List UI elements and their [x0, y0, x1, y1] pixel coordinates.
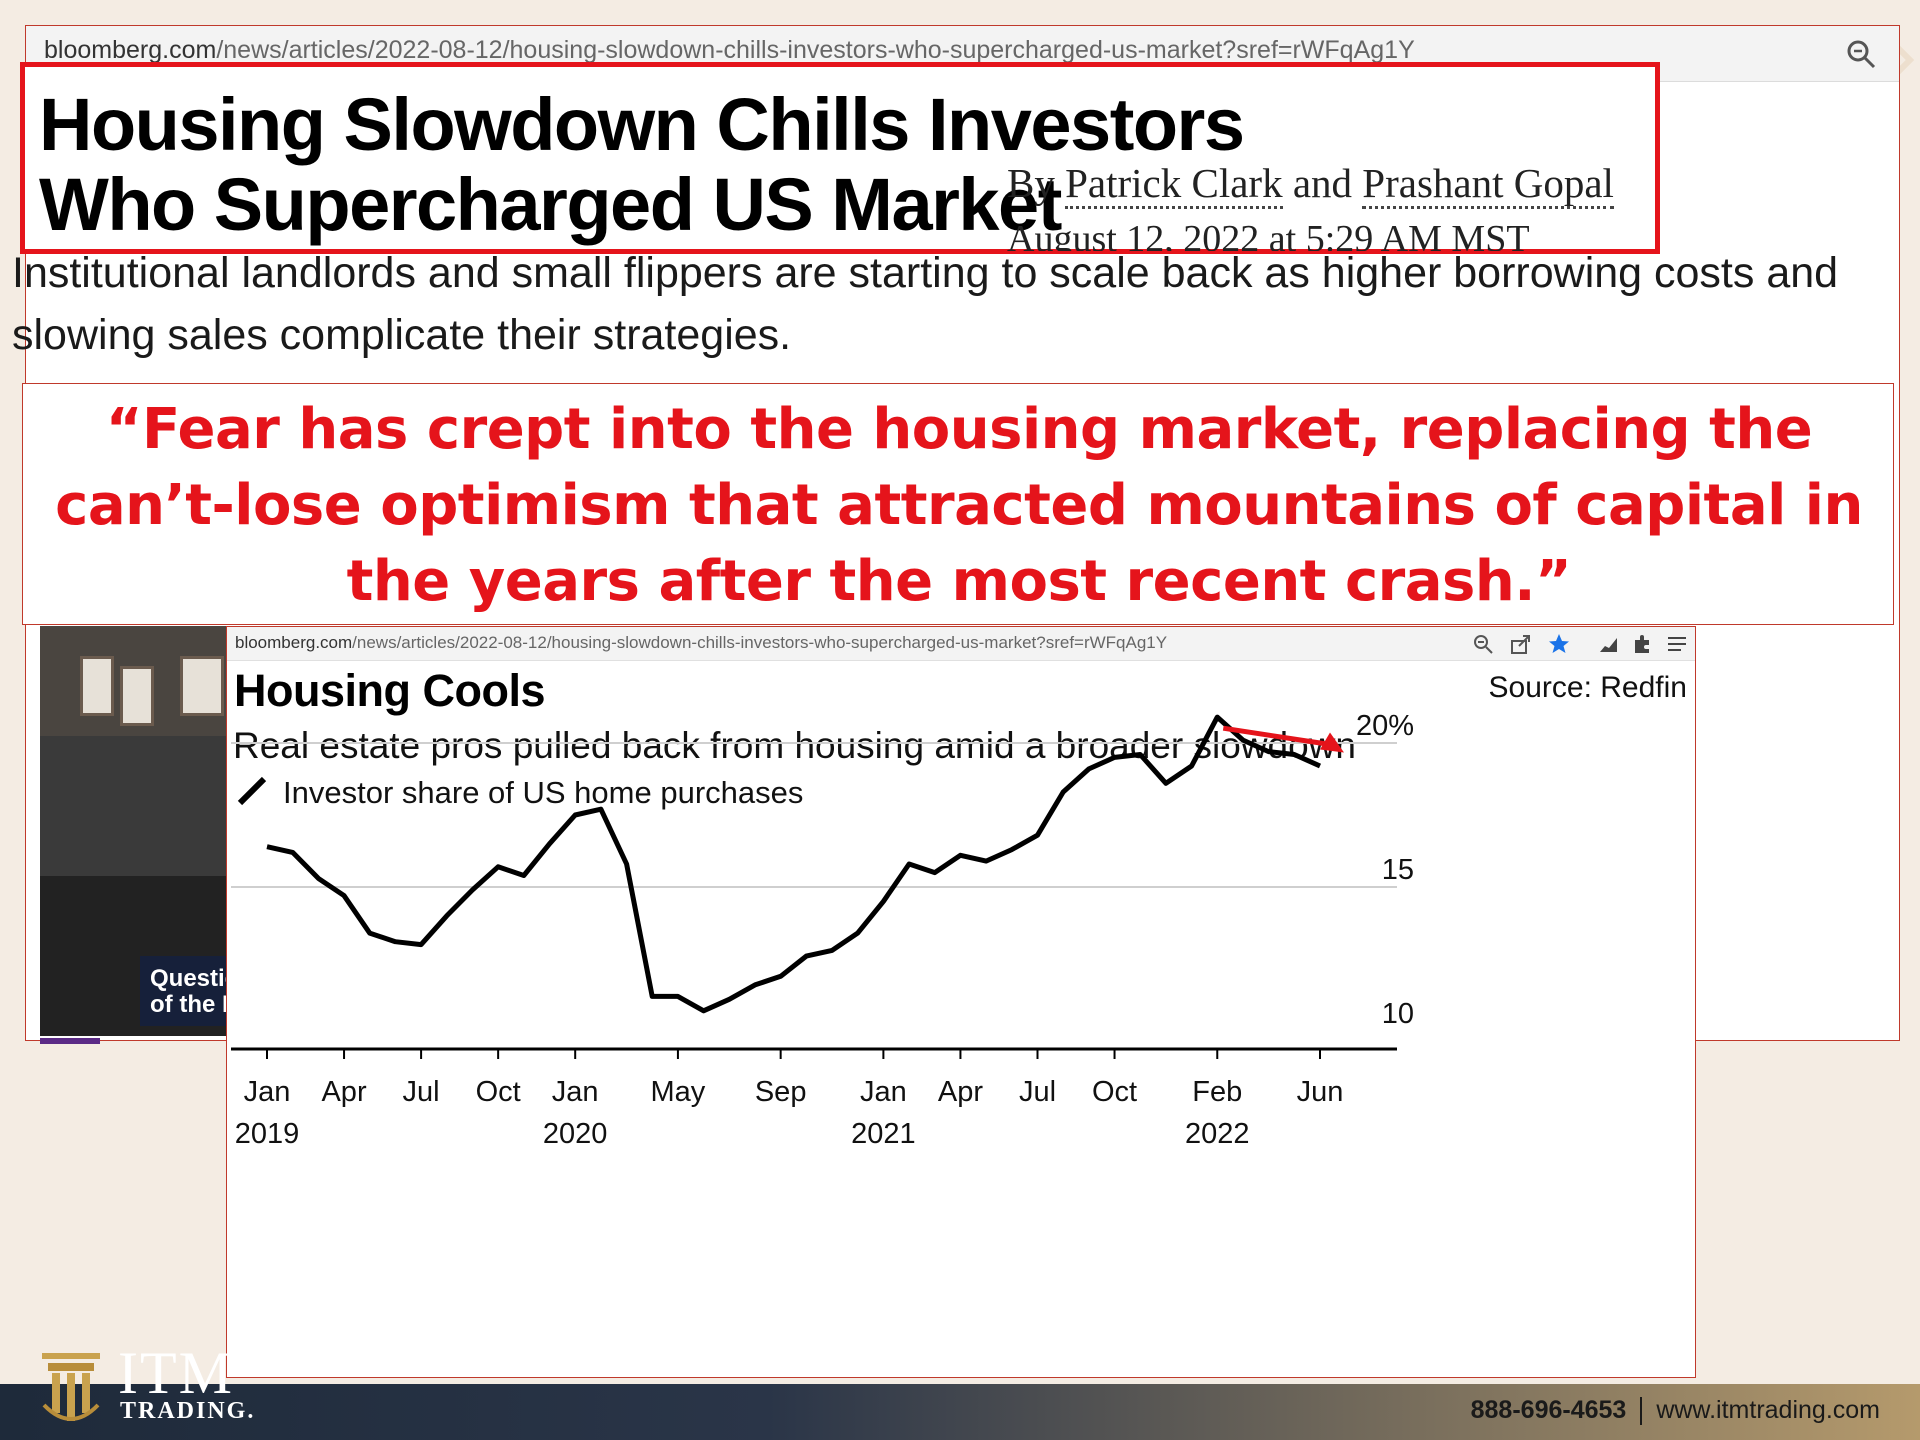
video-caption: Questio of the D	[140, 956, 240, 1026]
chart-address-bar[interactable]: bloomberg.com/news/articles/2022-08-12/h…	[227, 627, 1695, 661]
line-chart: 10 15 20% Jan 2019 Apr Jul Oct Jan 2020 May Sep Jan 2…	[231, 710, 1414, 1150]
chart-address-url[interactable]: bloomberg.com/news/articles/2022-08-12/h…	[235, 633, 1168, 652]
annotation-arrowhead	[1320, 732, 1344, 753]
x-tick-label: Jul	[403, 1076, 440, 1108]
footer-divider	[1640, 1397, 1643, 1426]
x-tick-label: Jan	[860, 1076, 907, 1108]
website-link[interactable]: www.itmtrading.com	[1656, 1396, 1880, 1424]
x-tick-label: Oct	[476, 1076, 521, 1108]
chart-subtitle: Real estate pros pulled back from housin…	[233, 725, 1356, 766]
x-tick-label: Jun	[1297, 1076, 1344, 1108]
star-icon[interactable]	[1547, 632, 1571, 656]
chart-legend: Investor share of US home purchases	[233, 775, 803, 811]
x-tick-year-label: 2020	[543, 1118, 608, 1150]
chart-title: Housing Cools	[234, 665, 545, 716]
annotation-arrow	[1222, 725, 1331, 747]
x-tick-year-label: 2019	[235, 1118, 300, 1150]
chart-icon[interactable]	[1597, 632, 1621, 656]
author-link[interactable]: Patrick Clark	[1065, 160, 1283, 209]
footer-contact: 888-696-4653 www.itmtrading.com	[1470, 1396, 1880, 1426]
itm-logo-icon	[42, 1353, 100, 1421]
y-tick-label: 15	[1382, 854, 1414, 886]
photo-frame	[180, 656, 224, 716]
x-tick-label: Apr	[938, 1076, 983, 1108]
menu-icon[interactable]	[1665, 632, 1689, 656]
x-tick-label: Sep	[755, 1076, 807, 1108]
pull-quote: “Fear has crept into the housing market,…	[55, 397, 1863, 614]
photo-frame	[80, 656, 114, 716]
logo-name: ITM	[118, 1340, 234, 1406]
legend-label: Investor share of US home purchases	[283, 775, 804, 810]
share-icon[interactable]	[1509, 632, 1533, 656]
extension-icon[interactable]	[1631, 632, 1655, 656]
headline: Housing Slowdown Chills Investors Who Su…	[39, 83, 1245, 246]
address-url[interactable]: bloomberg.com/news/articles/2022-08-12/h…	[44, 36, 1415, 64]
photo-frame	[120, 666, 154, 726]
x-tick-label: Jan	[244, 1076, 291, 1108]
zoom-icon[interactable]	[1471, 632, 1495, 656]
y-tick-label: 20%	[1356, 710, 1414, 742]
headline-highlight: Housing Slowdown Chills Investors Who Su…	[20, 62, 1660, 254]
zoom-icon[interactable]	[1845, 38, 1877, 70]
x-tick-label: Oct	[1092, 1076, 1137, 1108]
byline: By Patrick Clark and Prashant Gopal	[1007, 159, 1614, 209]
y-tick-label: 10	[1382, 998, 1414, 1030]
x-tick-year-label: 2021	[851, 1118, 916, 1150]
logo-sub: TRADING.	[120, 1398, 256, 1424]
phone-number[interactable]: 888-696-4653	[1470, 1396, 1627, 1424]
article-dek: Institutional landlords and small flippe…	[12, 249, 1839, 359]
video-progress	[40, 1038, 100, 1044]
video-thumbnail[interactable]: Questio of the D	[40, 626, 240, 1036]
x-tick-label: Jan	[552, 1076, 599, 1108]
x-tick-label: May	[651, 1076, 706, 1108]
x-tick-year-label: 2022	[1185, 1118, 1250, 1150]
chart-screenshot: bloomberg.com/news/articles/2022-08-12/h…	[226, 626, 1696, 1378]
footer-bar: 888-696-4653 www.itmtrading.com	[0, 1384, 1920, 1440]
article-date: August 12, 2022 at 5:29 AM MST	[1007, 218, 1530, 251]
x-tick-label: Apr	[321, 1076, 366, 1108]
x-tick-label: Jul	[1019, 1076, 1056, 1108]
quote-box: “Fear has crept into the housing market,…	[22, 383, 1894, 625]
series-line	[266, 714, 1322, 1014]
x-tick-label: Feb	[1192, 1076, 1242, 1108]
chart-source: Source: Redfin	[1488, 671, 1687, 704]
author-link[interactable]: Prashant Gopal	[1362, 160, 1614, 209]
